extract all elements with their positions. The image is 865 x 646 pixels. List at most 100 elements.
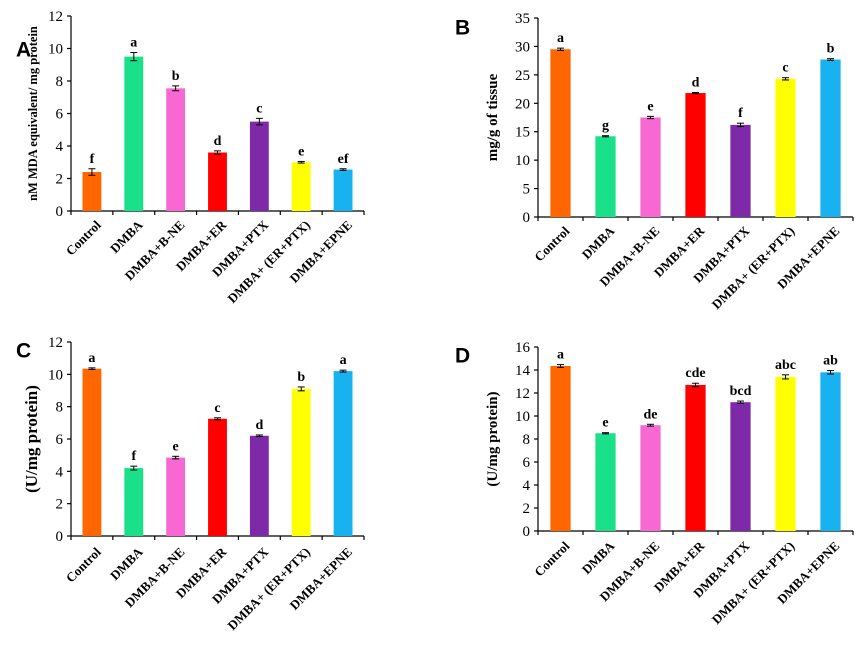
significance-label: g <box>602 119 609 134</box>
panel-c: C(U/mg protein)024681012aControlfDMBAeDM… <box>16 335 365 633</box>
x-tick-label: Control <box>63 544 104 585</box>
y-axis-title: (U/mg protein) <box>485 391 501 486</box>
y-tick-label: 15 <box>515 125 530 141</box>
y-tick-label: 10 <box>515 409 530 425</box>
y-tick-label: 8 <box>523 432 531 448</box>
bar <box>208 152 227 211</box>
significance-label: de <box>644 407 658 422</box>
bar <box>730 402 751 531</box>
y-tick-label: 5 <box>523 182 531 198</box>
bar <box>166 88 186 211</box>
y-tick-label: 6 <box>56 107 64 123</box>
y-tick-label: 4 <box>56 464 64 480</box>
bar <box>249 435 269 536</box>
bar <box>124 56 144 211</box>
x-tick-label: DMBA+ (ER+PTX) <box>709 538 798 627</box>
y-tick-label: 16 <box>515 340 531 356</box>
bar <box>595 433 616 531</box>
y-tick-label: 4 <box>523 478 531 494</box>
x-tick-label: DMBA <box>579 538 618 577</box>
x-tick-label: Control <box>63 217 104 258</box>
panel-a: AnM MDA equivalent/ mg protein 0 2 4 6 8 10 12 f… <box>16 9 365 306</box>
bar <box>166 457 186 536</box>
y-tick-label: 10 <box>515 153 530 169</box>
y-axis-title: (U/mg protein) <box>22 385 41 493</box>
bar <box>640 117 661 217</box>
x-tick-label: Control <box>531 538 572 579</box>
significance-label: f <box>131 449 136 464</box>
y-tick-label: 0 <box>56 529 64 545</box>
y-tick-label: 4 <box>56 139 64 155</box>
significance-label: a <box>557 31 564 46</box>
significance-label: a <box>88 351 95 366</box>
bar <box>333 371 353 536</box>
significance-label: b <box>827 42 835 57</box>
y-axis-title: mg/g of tissue <box>485 73 501 161</box>
x-tick-label: Control <box>531 223 572 264</box>
panel-letter: B <box>455 16 470 39</box>
bar <box>124 468 144 536</box>
y-tick-label: 2 <box>523 501 531 517</box>
significance-label: a <box>130 36 137 51</box>
y-tick-label: 10 <box>48 367 63 383</box>
bar <box>775 78 796 217</box>
significance-label: c <box>782 61 788 76</box>
significance-label: e <box>602 416 608 431</box>
significance-label: c <box>214 401 220 416</box>
y-tick-label: 12 <box>48 9 63 25</box>
y-tick-label: 10 <box>48 42 63 58</box>
y-tick-label: 20 <box>515 96 530 112</box>
significance-label: b <box>297 370 305 385</box>
significance-label: f <box>90 152 95 167</box>
significance-label: ef <box>338 152 349 167</box>
bar <box>208 418 227 536</box>
y-axis-title: nM MDA equivalent/ mg protein <box>26 26 40 201</box>
y-tick-label: 25 <box>515 68 530 84</box>
bar <box>640 425 661 531</box>
y-tick-label: 6 <box>56 432 64 448</box>
significance-label: abc <box>775 358 796 373</box>
significance-label: e <box>647 99 653 114</box>
bar <box>82 172 102 211</box>
y-tick-label: 2 <box>56 497 64 513</box>
y-tick-label: 2 <box>56 172 64 188</box>
significance-label: d <box>692 75 700 90</box>
significance-label: c <box>256 101 262 116</box>
y-tick-label: 8 <box>56 74 64 90</box>
bar <box>82 368 102 536</box>
significance-label: e <box>298 144 304 159</box>
y-tick-label: 12 <box>48 335 63 351</box>
x-tick-label: DMBA <box>107 217 146 256</box>
significance-label: cde <box>685 366 705 381</box>
significance-label: e <box>173 439 179 454</box>
bar <box>550 365 571 531</box>
significance-label: f <box>738 106 743 121</box>
significance-label: a <box>557 348 564 363</box>
significance-label: b <box>172 69 180 84</box>
bar <box>550 49 571 218</box>
bar <box>291 388 311 536</box>
bar <box>685 384 706 531</box>
y-tick-label: 14 <box>515 363 531 379</box>
panel-letter: C <box>16 339 31 362</box>
significance-label: d <box>214 134 222 149</box>
y-tick-label: 8 <box>56 400 64 416</box>
y-tick-label: 30 <box>515 39 530 55</box>
significance-label: d <box>255 418 263 433</box>
bar <box>291 162 311 211</box>
panel-d: D (U/mg protein) 0 2 4 6 8 10 12 14 16 a Control e DMB… <box>455 340 854 627</box>
significance-label: a <box>340 353 347 368</box>
x-tick-label: DMBA <box>579 223 618 262</box>
significance-label: ab <box>823 354 838 369</box>
y-tick-label: 0 <box>523 210 531 226</box>
bar <box>333 169 353 211</box>
panel-letter: A <box>16 38 31 61</box>
panel-b: Bmg/g of tissue 0 5 10 15 20 25 30 35 a Control g DM… <box>455 11 854 312</box>
y-tick-label: 6 <box>523 455 531 471</box>
x-tick-label: DMBA <box>107 544 146 583</box>
bar <box>775 376 796 531</box>
y-tick-label: 0 <box>523 524 531 540</box>
y-tick-label: 35 <box>515 11 530 27</box>
significance-label: bcd <box>730 384 752 399</box>
